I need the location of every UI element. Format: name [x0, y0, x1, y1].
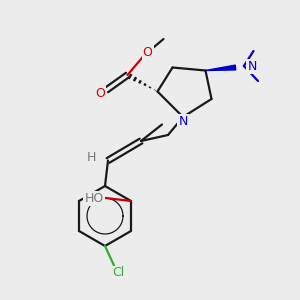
- Text: H: H: [87, 151, 96, 164]
- Text: HO: HO: [85, 191, 104, 205]
- Text: O: O: [95, 86, 105, 100]
- Text: N: N: [178, 115, 188, 128]
- Polygon shape: [206, 65, 236, 70]
- Text: Cl: Cl: [112, 266, 124, 280]
- Text: N: N: [247, 59, 257, 73]
- Text: O: O: [143, 46, 152, 59]
